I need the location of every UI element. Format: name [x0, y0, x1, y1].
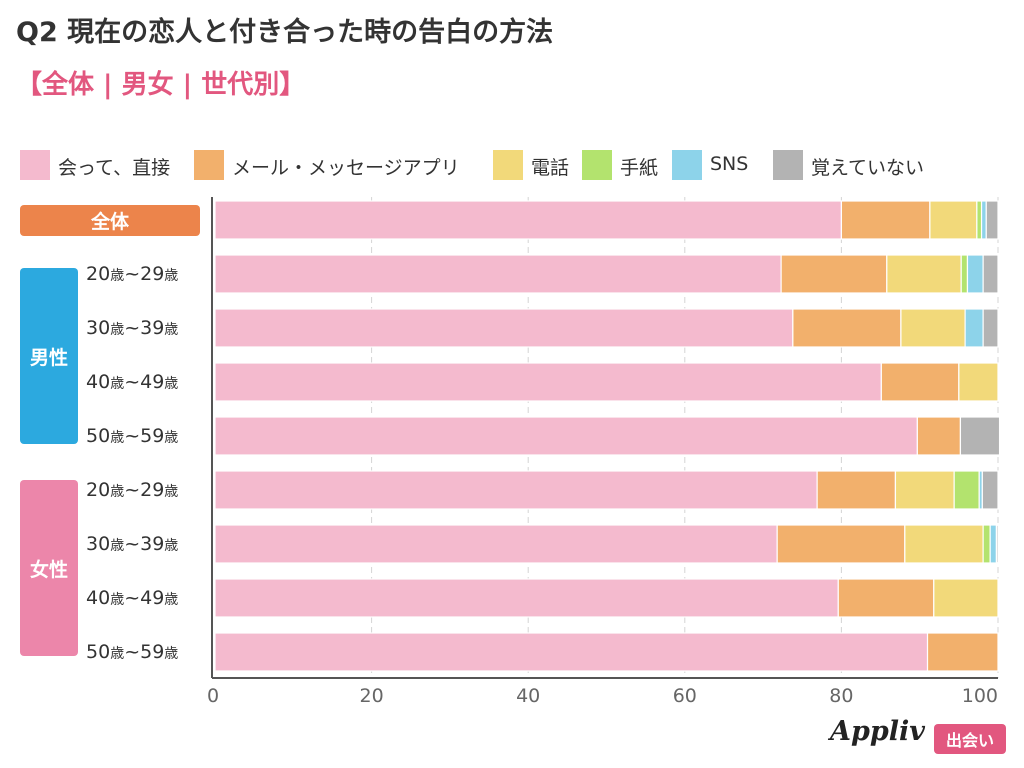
bar-segment-female-6-2	[904, 524, 984, 564]
legend-swatch	[672, 150, 702, 180]
x-tick-label-80: 80	[829, 685, 853, 707]
group-badge-all: 全体	[20, 205, 200, 236]
row-label-female-8: 50歳~59歳	[86, 641, 179, 663]
bar-segment-male-3-1	[880, 362, 960, 402]
bar-segment-female-7-2	[933, 578, 999, 618]
bar-segment-female-5-1	[816, 470, 897, 510]
logo-tag: 出会い	[934, 724, 1006, 754]
bar-segment-male-3-2	[958, 362, 999, 402]
bar-segment-all-0-1	[840, 200, 931, 240]
row-label-male-3: 40歳~49歳	[86, 371, 179, 393]
bar-segment-female-5-0	[214, 470, 818, 510]
bar-segment-female-6-1	[776, 524, 906, 564]
legend-swatch	[20, 150, 50, 180]
legend-swatch	[773, 150, 803, 180]
row-label-male-2: 30歳~39歳	[86, 317, 179, 339]
legend-label: 電話	[531, 157, 570, 179]
bar-segment-all-0-4	[980, 200, 987, 240]
bar-segment-male-4-5	[959, 416, 1001, 456]
legend-label: SNS	[710, 153, 749, 175]
bar-segment-male-3-0	[214, 362, 882, 402]
row-label-female-6: 30歳~39歳	[86, 533, 179, 555]
appliv-logo: Appliv	[830, 716, 925, 747]
bar-segment-all-0-3	[976, 200, 983, 240]
bar-segment-male-4-1	[916, 416, 962, 456]
row-label-male-4: 50歳~59歳	[86, 425, 179, 447]
legend-swatch	[493, 150, 523, 180]
x-tick-label-0: 0	[207, 685, 219, 707]
row-label-female-7: 40歳~49歳	[86, 587, 179, 609]
legend-swatch	[582, 150, 612, 180]
bar-segment-all-0-5	[985, 200, 999, 240]
bar-segment-female-6-5	[995, 524, 999, 564]
chart-title: Q2 現在の恋人と付き合った時の告白の方法	[16, 17, 554, 48]
bar-segment-female-6-4	[989, 524, 998, 564]
legend-label: 手紙	[620, 157, 659, 179]
bar-segment-female-6-0	[214, 524, 778, 564]
bar-segment-all-0-0	[214, 200, 843, 240]
bar-segment-male-2-0	[214, 308, 794, 348]
bar-segment-male-2-4	[964, 308, 984, 348]
row-label-male-1: 20歳~29歳	[86, 263, 179, 285]
bar-segment-female-6-3	[982, 524, 991, 564]
chart-subtitle: 【全体 | 男女 | 世代別】	[16, 70, 306, 100]
bar-segment-male-1-4	[966, 254, 984, 294]
bar-segment-all-0-2	[929, 200, 978, 240]
legend-label: メール・メッセージアプリ	[232, 157, 460, 179]
bar-segment-female-5-2	[894, 470, 955, 510]
row-label-female-5: 20歳~29歳	[86, 479, 179, 501]
bar-segment-female-8-1	[926, 632, 999, 672]
bar-segment-male-2-2	[900, 308, 966, 348]
bar-segment-female-5-5	[981, 470, 999, 510]
legend-label: 覚えていない	[811, 157, 925, 179]
group-badge-female: 女性	[20, 480, 78, 656]
x-tick-label-20: 20	[360, 685, 384, 707]
bar-segment-male-1-1	[780, 254, 888, 294]
bar-segment-female-7-0	[214, 578, 839, 618]
bar-segment-male-2-1	[792, 308, 902, 348]
bar-segment-male-1-3	[960, 254, 969, 294]
bar-segment-female-8-0	[214, 632, 929, 672]
x-tick-label-40: 40	[516, 685, 540, 707]
bar-segment-female-5-3	[953, 470, 980, 510]
legend-swatch	[194, 150, 224, 180]
legend-label: 会って、直接	[58, 157, 171, 179]
x-tick-label-100: 100	[962, 685, 998, 707]
bar-segment-male-1-5	[982, 254, 999, 294]
bar-segment-male-1-2	[886, 254, 962, 294]
bar-segment-male-2-5	[982, 308, 999, 348]
group-badge-male: 男性	[20, 268, 78, 444]
bar-segment-male-4-0	[214, 416, 918, 456]
bar-segment-female-7-1	[837, 578, 935, 618]
bar-segment-male-1-0	[214, 254, 782, 294]
x-tick-label-60: 60	[673, 685, 697, 707]
